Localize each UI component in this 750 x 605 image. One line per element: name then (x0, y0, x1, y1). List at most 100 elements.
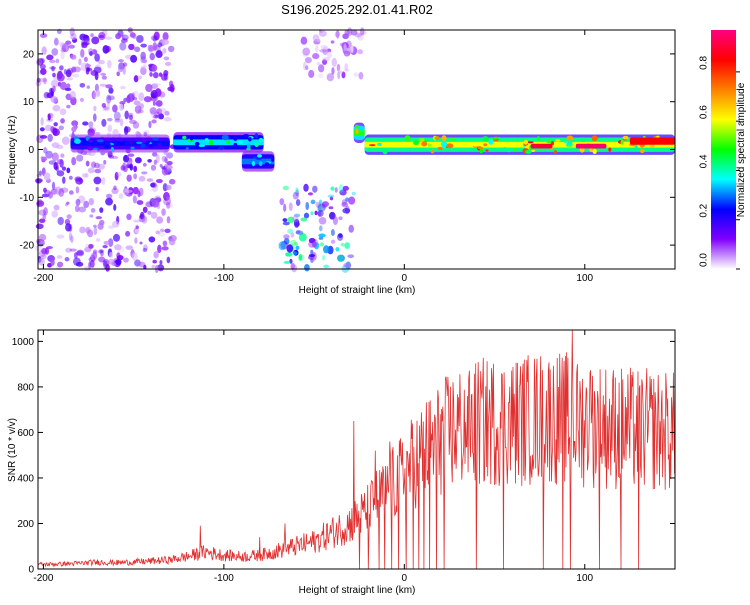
y-tick-label: 600 (17, 428, 34, 439)
heatmap-cell (117, 59, 124, 63)
heatmap-cell (46, 54, 54, 61)
heatmap-cell (344, 63, 349, 71)
heatmap-cell (340, 242, 345, 247)
heatmap-cell (56, 255, 63, 259)
heatmap-cell (318, 30, 327, 37)
heatmap-cell (121, 34, 129, 41)
heatmap-cell (71, 66, 77, 73)
heatmap-cell (304, 263, 310, 272)
heatmap-cell (142, 206, 148, 213)
heatmap-cell (155, 230, 161, 235)
heatmap-cell (66, 214, 72, 220)
heatmap-cell (382, 148, 388, 155)
heatmap-cell (58, 42, 65, 46)
y-tick-label: -10 (20, 193, 35, 204)
heatmap-cell (81, 41, 88, 49)
heatmap-cell (161, 208, 166, 216)
x-tick-label: -100 (214, 573, 234, 584)
colorbar-tick-label: 0.8 (699, 55, 710, 69)
heatmap-cell (39, 135, 48, 139)
heatmap-cell (354, 124, 359, 129)
heatmap-cell (69, 90, 76, 99)
spectrogram-x-label: Height of straight line (km) (299, 285, 416, 296)
heatmap-cell (138, 187, 144, 197)
heatmap-cell (95, 238, 101, 242)
heatmap-cell (102, 245, 108, 249)
heatmap-cell (42, 213, 47, 220)
heatmap-cell (68, 231, 73, 241)
heatmap-cell (138, 214, 146, 223)
heatmap-cell (53, 204, 60, 211)
heatmap-cell (337, 254, 345, 262)
heatmap-peak (530, 143, 553, 149)
heatmap-cell (57, 261, 64, 268)
heatmap-cell (134, 237, 138, 244)
heatmap-cell (165, 184, 172, 191)
colorbar-ticks: 0.0 0.2 0.4 0.6 0.8 (699, 55, 740, 270)
heatmap-cell (140, 66, 147, 76)
heatmap-cell (140, 43, 147, 48)
heatmap-cell (294, 221, 300, 227)
heatmap-cell (554, 139, 561, 142)
heatmap-cell (133, 165, 138, 173)
heatmap-cell (323, 264, 329, 269)
heatmap-cell (111, 187, 119, 195)
x-tick-label: 100 (576, 573, 593, 584)
heatmap-cell (151, 264, 155, 269)
heatmap-cell (421, 141, 428, 147)
heatmap-cell (43, 77, 47, 85)
heatmap-cell (354, 32, 362, 38)
heatmap-cell (92, 251, 97, 260)
heatmap-cell (51, 142, 60, 148)
heatmap-cell (71, 120, 79, 127)
heatmap-cell (103, 240, 110, 246)
heatmap-cell (338, 216, 343, 221)
heatmap-cell (319, 49, 327, 53)
heatmap-cell (163, 116, 172, 122)
heatmap-cell (317, 73, 324, 79)
heatmap-cell (317, 209, 324, 217)
heatmap-cell (189, 135, 194, 141)
heatmap-cell (105, 45, 111, 53)
heatmap-cell (147, 159, 152, 163)
heatmap-cell (149, 107, 157, 115)
heatmap-cell (66, 167, 71, 174)
heatmap-cell (91, 90, 96, 100)
heatmap-cell (65, 69, 72, 78)
heatmap-peak (575, 143, 607, 149)
heatmap-cell (95, 216, 103, 220)
heatmap-cell (98, 31, 106, 41)
heatmap-cell (133, 100, 141, 106)
heatmap-cell (226, 140, 231, 145)
heatmap-cell (298, 253, 303, 261)
heatmap-cell (50, 188, 58, 195)
heatmap-cell (105, 84, 113, 89)
heatmap-cell (132, 186, 139, 195)
heatmap-cell (166, 160, 173, 166)
heatmap-cell (108, 225, 114, 229)
heatmap-cell (130, 54, 138, 63)
heatmap-cell (90, 252, 98, 260)
heatmap-cell (59, 108, 67, 116)
heatmap-cell (155, 100, 163, 107)
heatmap-cell (330, 186, 335, 191)
heatmap-cell (126, 94, 131, 104)
heatmap-peak (629, 137, 675, 145)
heatmap-cell (295, 245, 300, 251)
heatmap-cell (112, 233, 121, 242)
heatmap-cell (64, 257, 70, 262)
heatmap-cell (151, 152, 158, 157)
heatmap-cell (113, 111, 121, 121)
heatmap-cell (639, 148, 645, 154)
heatmap-cell (38, 78, 47, 83)
heatmap-cell (105, 264, 110, 272)
colorbar-tick-label: 0.2 (699, 203, 710, 217)
heatmap-cell (321, 254, 326, 261)
heatmap-cell (125, 189, 133, 193)
heatmap-cell (111, 261, 117, 267)
heatmap-cell (79, 82, 86, 88)
colorbar: 0.0 0.2 0.4 0.6 0.8 Normalized spectral ampl… (699, 30, 747, 270)
heatmap-cell (154, 88, 162, 97)
heatmap-cell (44, 124, 52, 132)
colorbar-tick-label: 0.6 (699, 105, 710, 119)
